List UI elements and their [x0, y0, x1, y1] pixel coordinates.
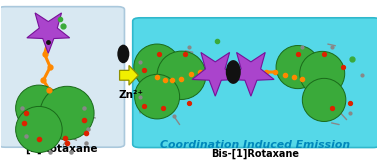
Ellipse shape: [40, 86, 94, 140]
Polygon shape: [27, 13, 70, 53]
FancyBboxPatch shape: [0, 7, 124, 147]
Polygon shape: [228, 52, 274, 96]
Ellipse shape: [117, 45, 129, 63]
Ellipse shape: [276, 46, 319, 89]
Ellipse shape: [15, 106, 62, 152]
Text: [1]Rotaxane: [1]Rotaxane: [25, 144, 98, 154]
Ellipse shape: [300, 51, 345, 96]
Ellipse shape: [302, 78, 346, 121]
Ellipse shape: [135, 74, 180, 119]
Ellipse shape: [134, 44, 180, 90]
Text: Bis-[1]Rotaxane: Bis-[1]Rotaxane: [211, 149, 299, 159]
Text: Zn²⁺: Zn²⁺: [118, 90, 143, 100]
Text: Coordination Induced Emission: Coordination Induced Emission: [160, 140, 350, 150]
Polygon shape: [192, 52, 239, 96]
FancyBboxPatch shape: [133, 18, 378, 148]
FancyArrow shape: [119, 65, 138, 85]
Ellipse shape: [15, 85, 62, 131]
Ellipse shape: [157, 51, 206, 100]
Ellipse shape: [226, 60, 241, 84]
